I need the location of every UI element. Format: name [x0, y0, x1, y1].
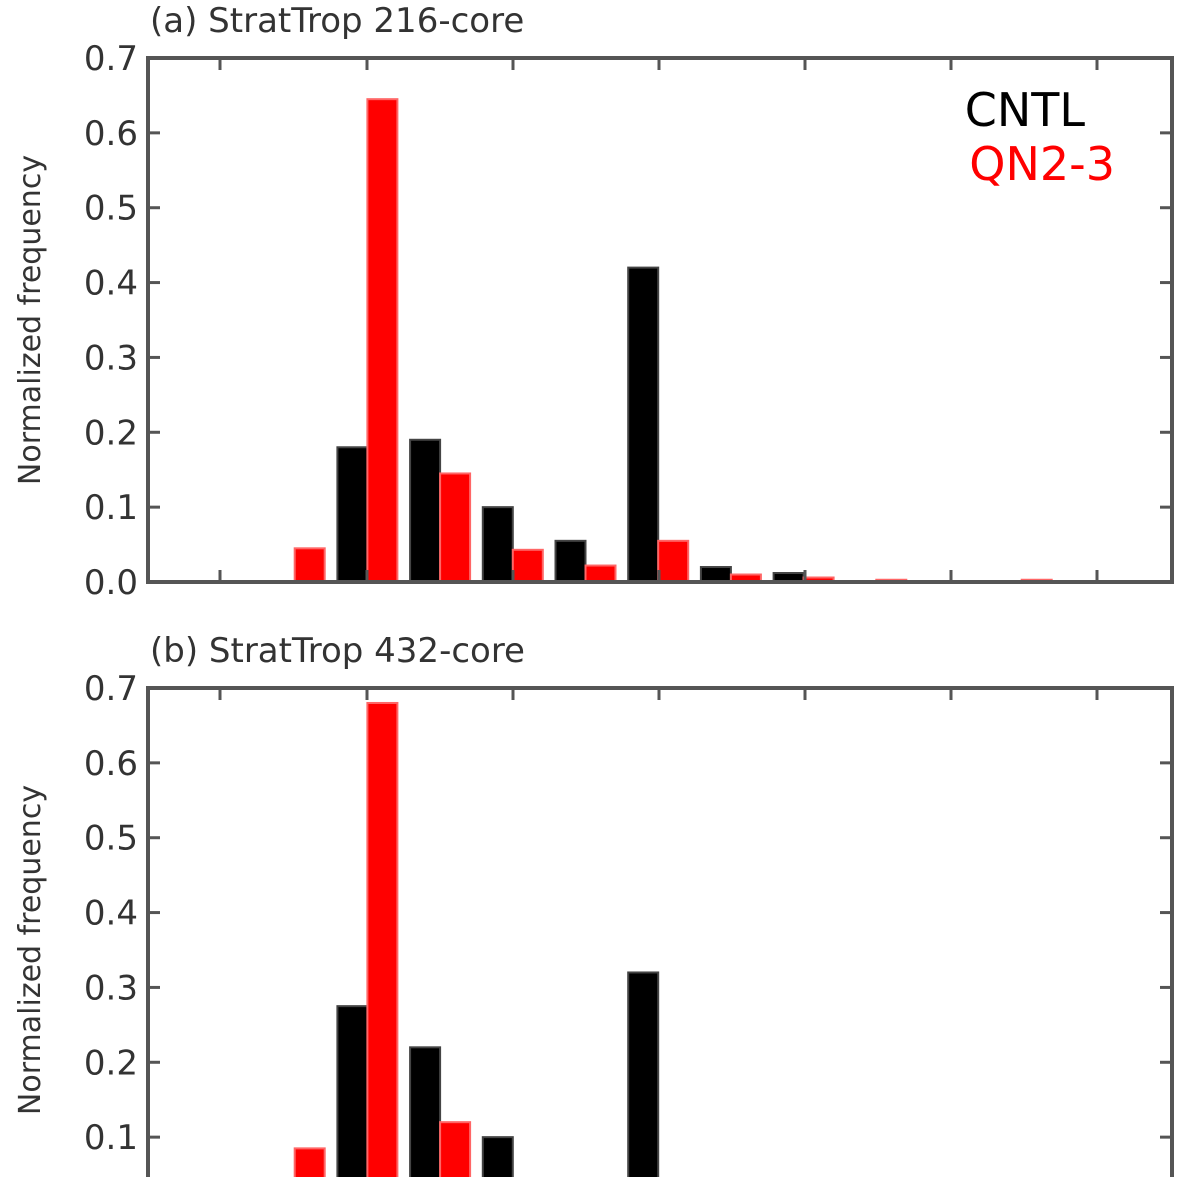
- panel-b-bar-qn2-3-3: [439, 1121, 472, 1177]
- panel-b-bar-cntl-6: [627, 971, 660, 1177]
- legend-cntl: CNTL: [965, 83, 1086, 137]
- panel-a-bar-cntl-4: [481, 506, 514, 583]
- panel-a-bar-cntl-3: [409, 438, 442, 583]
- panel-a-bars: [293, 98, 1053, 584]
- panel-b-bar-qn2-3-2: [366, 701, 399, 1177]
- panel-b-bar-qn2-3-1: [293, 1147, 326, 1177]
- panel-b-y-tick-label-4: 0.4: [84, 894, 138, 934]
- panel-a-y-tick-label-5: 0.5: [84, 189, 138, 229]
- panel-b-title: (b) StratTrop 432-core: [150, 631, 525, 671]
- panel-a-plot-frame: [146, 56, 1174, 584]
- panel-b-y-tick-label-1: 0.1: [84, 1118, 138, 1158]
- panel-a-y-tick-label-6: 0.6: [84, 114, 138, 154]
- panel-a-ticks: 0.0 0.1 0.2 0.3 0.4 0.5 0.6 0.7: [84, 39, 1172, 603]
- panel-a-y-tick-label-3: 0.3: [84, 338, 138, 378]
- panel-a-y-tick-label-1: 0.1: [84, 488, 138, 528]
- panel-a-title: (a) StratTrop 216-core: [150, 1, 524, 41]
- panel-a-bar-qn2-3-4: [511, 548, 544, 583]
- panel-b-plot-frame: [146, 686, 1174, 1177]
- panel-b-bar-cntl-4: [481, 1136, 514, 1177]
- panel-a-bar-qn2-3-6: [657, 539, 690, 583]
- panel-a-bar-qn2-3-1: [293, 547, 326, 583]
- panel-a-bar-cntl-6: [627, 266, 660, 583]
- panel-a-y-tick-label-4: 0.4: [84, 264, 138, 304]
- panel-b-y-tick-label-7: 0.7: [84, 669, 138, 709]
- panel-b-bar-cntl-3: [409, 1046, 442, 1177]
- panel-b-bars: [293, 701, 660, 1177]
- panel-a: (a) StratTrop 216-core Normalized freque…: [13, 1, 1174, 603]
- panel-a-bar-qn2-3-5: [584, 564, 617, 584]
- panel-b-ticks: 0.00.10.20.30.40.50.60.7: [84, 669, 1172, 1158]
- panel-b-bar-cntl-2: [336, 1005, 369, 1177]
- panel-a-bar-qn2-3-3: [439, 472, 472, 584]
- panel-a-y-tick-label-7: 0.7: [84, 39, 138, 79]
- panel-a-bar-cntl-5: [554, 539, 587, 583]
- panel-b-y-axis-label: Normalized frequency: [13, 785, 48, 1115]
- panel-b-y-tick-label-2: 0.2: [84, 1043, 138, 1083]
- panel-b-y-tick-label-6: 0.6: [84, 744, 138, 784]
- panel-a-bar-cntl-7: [699, 566, 732, 583]
- panel-b: (b) StratTrop 432-core Normalized freque…: [13, 631, 1174, 1177]
- panel-a-bar-qn2-3-2: [366, 98, 399, 584]
- panel-a-y-axis-label: Normalized frequency: [13, 155, 48, 485]
- panel-b-y-tick-label-3: 0.3: [84, 968, 138, 1008]
- panel-b-y-tick-label-5: 0.5: [84, 819, 138, 859]
- panel-a-y-tick-label-0: 0.0: [84, 563, 138, 603]
- legend-qn2-3: QN2-3: [969, 137, 1115, 191]
- panel-a-bar-cntl-2: [336, 446, 369, 583]
- panel-a-y-tick-label-2: 0.2: [84, 413, 138, 453]
